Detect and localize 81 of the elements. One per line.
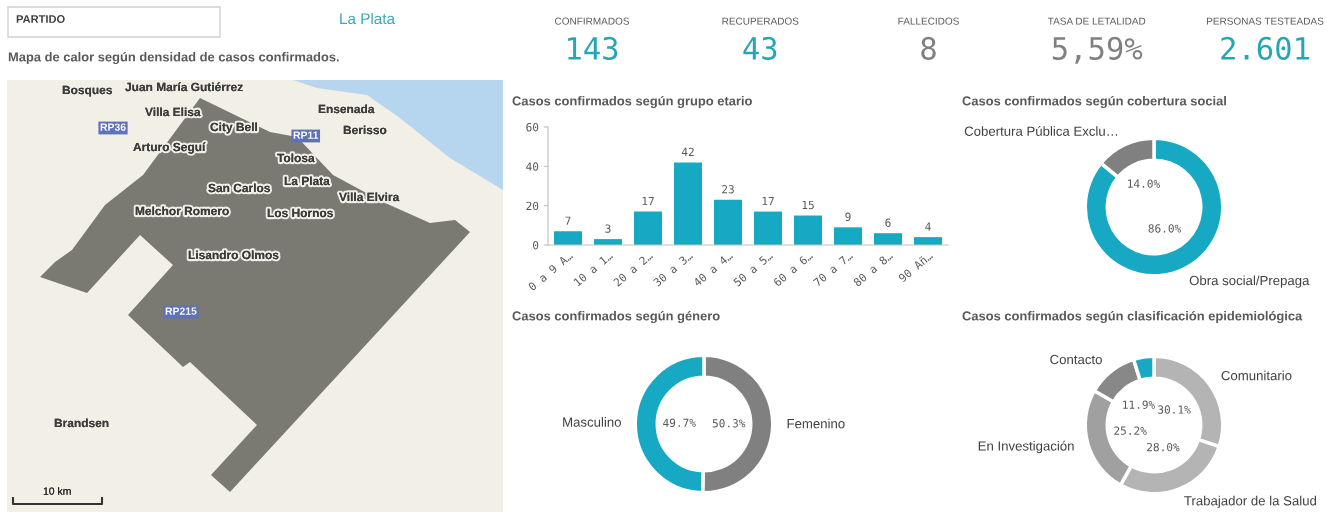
text: Lisandro Olmos: [188, 250, 279, 260]
text: San Carlos: [208, 183, 270, 193]
y-tick-label: 0: [533, 241, 539, 250]
data-label: 23: [722, 185, 734, 194]
text: Bosques: [62, 85, 112, 97]
text: Berisso: [343, 125, 387, 135]
x-tick-label: 10 a 1…: [573, 251, 614, 287]
bar: [634, 211, 662, 245]
text: RP215: [165, 307, 197, 315]
text: TASA DE LETALIDAD: [1047, 17, 1146, 25]
bar: [874, 233, 902, 245]
text: RP11: [293, 131, 319, 139]
text: Melchor Romero: [135, 206, 229, 216]
bar: [834, 227, 862, 245]
text: 43: [743, 36, 777, 60]
data-label: 25.2%: [1114, 426, 1147, 435]
bar: [674, 162, 702, 245]
y-tick-label: 60: [526, 123, 539, 132]
bar: [554, 231, 582, 245]
text: Brandsen: [54, 418, 109, 428]
data-label: 4: [925, 222, 931, 231]
data-label: 28.0%: [1147, 442, 1180, 452]
x-tick-label: 0 a 9 A…: [527, 251, 574, 292]
data-label: 15: [802, 200, 814, 210]
y-tick-label: 20: [526, 201, 539, 211]
chart-title: Casos confirmados según clasificación epidemiológica: [962, 310, 1303, 324]
slice-label: Trabajador de la Salud: [1184, 495, 1317, 509]
data-label: 14.0%: [1128, 179, 1161, 188]
text: Los Hornos: [267, 208, 333, 218]
data-label: 17: [762, 196, 774, 206]
x-tick-label: 20 a 2…: [612, 251, 654, 287]
bar: [754, 211, 782, 245]
chart-title: Casos confirmados según grupo etario: [512, 95, 752, 109]
text: FALLECIDOS: [898, 17, 959, 25]
text: La Plata: [284, 176, 330, 186]
bar: [714, 199, 742, 245]
text: 10 km: [43, 487, 71, 495]
x-tick-label: 40 a 4…: [692, 251, 734, 287]
x-tick-label: 30 a 3…: [652, 251, 694, 287]
x-tick-label: 80 a 8…: [852, 251, 894, 287]
slice-label: Masculino: [563, 417, 621, 427]
data-label: 30.1%: [1158, 405, 1191, 414]
text: La Plata: [340, 12, 396, 25]
text: Tolosa: [277, 153, 315, 163]
data-label: 9: [845, 212, 851, 221]
data-label: 17: [642, 196, 654, 206]
chart-title: Casos confirmados según cobertura social: [962, 95, 1226, 109]
slice-label: Obra social/Prepaga: [1189, 275, 1310, 288]
data-label: 86.0%: [1148, 224, 1182, 233]
y-tick-label: 40: [526, 162, 539, 171]
chart-title: Casos confirmados según género: [512, 310, 720, 324]
x-tick-label: 90 Añ…: [897, 250, 934, 283]
text: Juan María Gutiérrez: [125, 82, 243, 92]
text: Ensenada: [318, 104, 375, 114]
text: CONFIRMADOS: [555, 17, 630, 25]
text: 8: [921, 36, 936, 60]
data-label: 42: [681, 147, 694, 156]
text: 143: [568, 36, 618, 60]
data-label: 49.7%: [663, 418, 696, 428]
text: 2.601: [1221, 36, 1309, 60]
x-tick-label: 70 a 7…: [812, 251, 854, 287]
data-label: 50.3%: [712, 419, 746, 428]
x-tick-label: 50 a 5…: [732, 251, 774, 287]
x-tick-label: 60 a 6…: [772, 251, 814, 287]
slice-label: Femenino: [787, 418, 845, 429]
text: RECUPERADOS: [722, 17, 799, 25]
text: PARTIDO: [16, 15, 65, 23]
bar: [794, 215, 822, 245]
slice-label: Cobertura Pública Exclu…: [964, 126, 1118, 136]
text: City Bell: [210, 122, 257, 134]
data-label: 6: [885, 218, 891, 227]
data-label: 3: [605, 224, 611, 233]
text: PERSONAS TESTEADAS: [1207, 17, 1324, 25]
data-label: 11.9%: [1123, 400, 1156, 409]
slice-label: Contacto: [1050, 354, 1102, 365]
text: 5,59%: [1052, 36, 1143, 64]
slice-label: En Investigación: [978, 440, 1074, 454]
data-label: 7: [565, 216, 571, 225]
slice-label: Comunitario: [1221, 370, 1292, 381]
text: RP36: [100, 123, 126, 131]
text: Mapa de calor según densidad de casos confirmados.: [8, 51, 339, 65]
